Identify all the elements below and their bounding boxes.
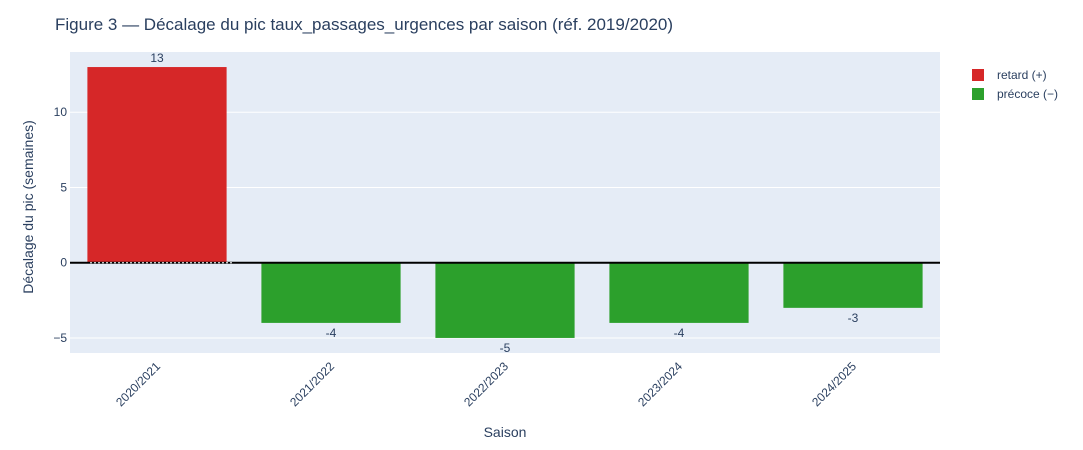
bar-value-label: 13 xyxy=(150,51,164,65)
y-tick-label: −5 xyxy=(53,331,67,345)
bar xyxy=(783,262,923,308)
x-tick-label: 2023/2024 xyxy=(635,359,685,409)
legend: retard (+) précoce (−) xyxy=(972,68,1058,101)
bar-value-label: -5 xyxy=(500,341,511,355)
y-axis-title: Décalage du pic (semaines) xyxy=(20,120,36,294)
chart-title: Figure 3 — Décalage du pic taux_passages… xyxy=(55,15,673,34)
bar-value-label: -4 xyxy=(326,326,337,340)
bar xyxy=(261,262,401,323)
x-axis-title: Saison xyxy=(484,424,527,440)
y-tick-label: 5 xyxy=(60,180,67,194)
y-tick-label: 0 xyxy=(60,256,67,270)
x-tick-label: 2024/2025 xyxy=(809,359,859,409)
x-tick-label: 2021/2022 xyxy=(287,359,337,409)
x-tick-label: 2020/2021 xyxy=(113,359,163,409)
x-tick-label: 2022/2023 xyxy=(461,359,511,409)
y-tick-label: 10 xyxy=(54,105,68,119)
bar-value-label: -3 xyxy=(848,311,859,325)
bars xyxy=(87,67,923,338)
bar-value-label: -4 xyxy=(674,326,685,340)
bar xyxy=(87,67,227,263)
bar xyxy=(435,262,575,338)
legend-swatch xyxy=(972,88,984,100)
legend-label: précoce (−) xyxy=(997,87,1058,101)
y-axis-ticks: −5 0 5 10 xyxy=(53,105,67,345)
legend-swatch xyxy=(972,69,984,81)
bar xyxy=(609,262,749,323)
bar-value-labels: 13 -4 -5 -4 -3 xyxy=(150,51,858,355)
x-axis-ticks: 2020/2021 2021/2022 2022/2023 2023/2024 2024… xyxy=(113,359,859,409)
legend-label: retard (+) xyxy=(997,68,1047,82)
